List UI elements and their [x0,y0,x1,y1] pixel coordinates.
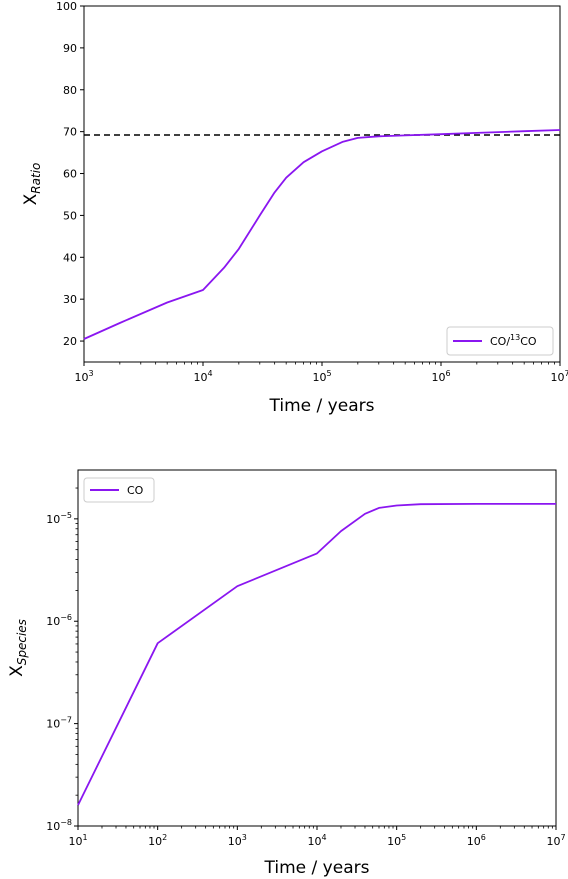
species-x-tick-label: 106 [467,833,486,848]
ratio-y-tick-label: 50 [63,209,77,222]
ratio-y-tick-label: 60 [63,168,77,181]
ratio-y-tick-label: 70 [63,126,77,139]
ratio-legend-box [446,326,554,356]
species-x-axis-label: Time / years [264,858,370,878]
species-chart: 10−8 10−7 10−6 10−5 101 102 103 104 105 106 107 CO… [7,469,566,878]
species-y-tick-label: 10−7 [46,716,72,731]
ratio-x-tick-label: 105 [312,369,331,384]
species-y-tick-label: 10−5 [46,511,72,526]
ratio-chart: 20 30 40 50 60 70 80 90 100 103 104 105 106 107 CO/13… [21,0,568,416]
species-legend: CO [83,477,155,503]
ratio-y-tick-label: 100 [56,0,77,13]
ratio-y-axis-label: XRatio [21,163,43,206]
species-x-tick-label: 107 [546,833,565,848]
ratio-y-tick-label: 20 [63,335,77,348]
species-x-tick-label: 103 [228,833,247,848]
ratio-x-tick-label: 106 [431,369,450,384]
species-x-tick-label: 104 [307,833,326,848]
species-series-line [77,502,556,806]
ratio-legend-label: CO/13CO [490,333,537,348]
ratio-plot-frame [83,5,561,363]
species-ticks: 10−8 10−7 10−6 10−5 101 102 103 104 105 106 107 [46,487,566,848]
species-y-tick-label: 10−8 [46,818,72,833]
ratio-ticks: 20 30 40 50 60 70 80 90 100 103 104 105 106 107 [56,0,568,384]
ratio-y-tick-label: 90 [63,42,77,55]
species-y-tick-label: 10−6 [46,613,72,628]
ratio-x-tick-label: 103 [74,369,93,384]
species-x-tick-label: 101 [68,833,87,848]
ratio-y-tick-label: 30 [63,293,77,306]
ratio-y-tick-label: 40 [63,251,77,264]
species-y-axis-label: XSpecies [7,619,29,677]
ratio-x-tick-label: 107 [550,369,568,384]
species-legend-label: CO [127,484,144,497]
species-x-tick-label: 105 [387,833,406,848]
ratio-legend: CO/13CO [446,326,554,356]
ratio-marks [83,129,561,340]
species-plot-frame [77,469,557,827]
species-marks [77,502,556,806]
ratio-x-tick-label: 104 [193,369,212,384]
species-x-tick-label: 102 [148,833,167,848]
ratio-series-line [83,129,561,340]
ratio-x-axis-label: Time / years [269,396,375,416]
ratio-y-tick-label: 80 [63,84,77,97]
